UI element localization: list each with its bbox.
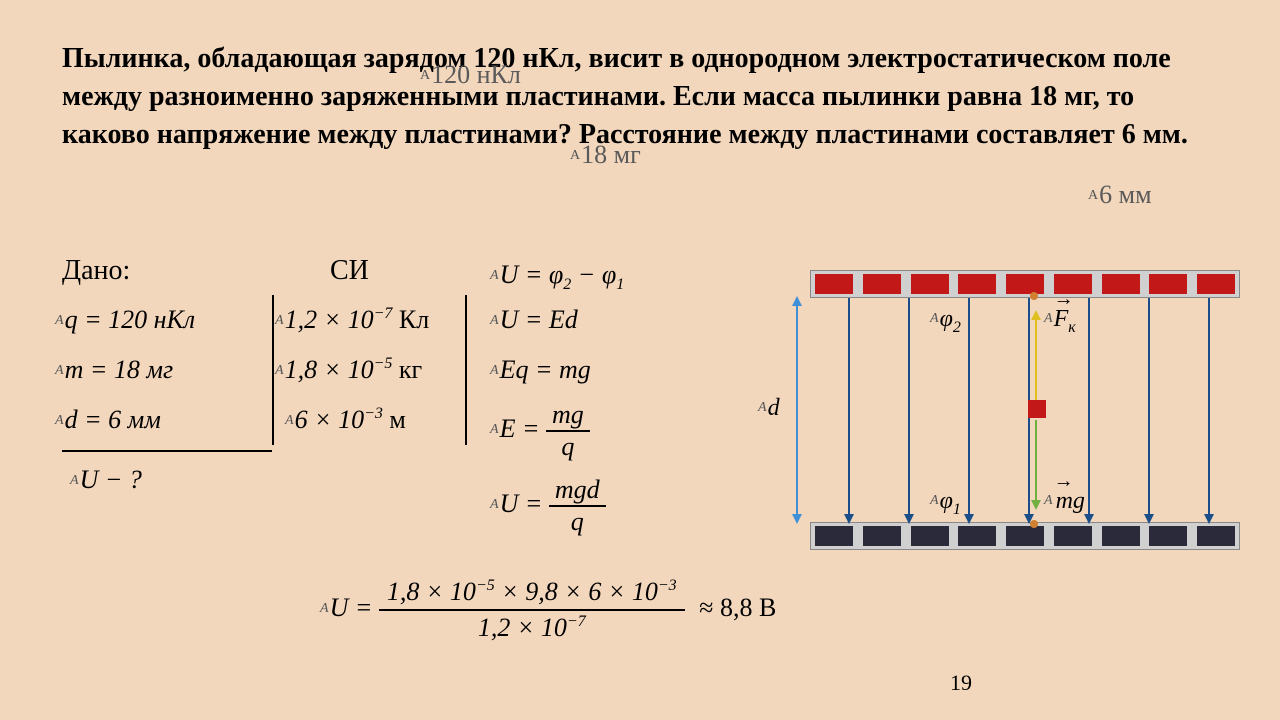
plate-cell <box>815 526 853 546</box>
label-Fk: АFк <box>1044 306 1076 333</box>
plate-cell <box>863 274 901 294</box>
header-si: СИ <box>330 255 369 287</box>
ghost-q: А120 нКл <box>420 60 521 90</box>
field-line <box>1208 298 1210 522</box>
dot-top <box>1030 292 1038 300</box>
given-U: АU − ? <box>70 465 142 495</box>
field-line <box>908 298 910 522</box>
si-m: А1,8 × 10−5 кг <box>275 355 422 385</box>
sol-3: АEq = mg <box>490 355 591 385</box>
label-phi1: Аφ1 <box>930 488 961 515</box>
plate-cell <box>1149 526 1187 546</box>
plate-cell <box>863 526 901 546</box>
force-mg-arrow <box>1035 420 1037 508</box>
divider-1 <box>272 295 274 445</box>
sol-5: АU = mgdq <box>490 475 606 537</box>
plate-cell <box>1102 274 1140 294</box>
field-line <box>848 298 850 522</box>
top-plate <box>810 270 1240 298</box>
plate-cell <box>958 274 996 294</box>
dot-bot <box>1030 520 1038 528</box>
label-mg: Аmg <box>1044 488 1085 515</box>
plate-cell <box>1006 274 1044 294</box>
capacitor-diagram: Аd Аφ2 Аφ1 АFк Аmg <box>790 270 1240 550</box>
plate-cell <box>911 274 949 294</box>
plate-cell <box>1197 526 1235 546</box>
given-q: Аq = 120 нКл <box>55 305 195 335</box>
plate-cell <box>1149 274 1187 294</box>
particle <box>1028 400 1046 418</box>
plate-cell <box>1102 526 1140 546</box>
si-q: А1,2 × 10−7 Кл <box>275 305 429 335</box>
force-Fk-arrow <box>1035 312 1037 402</box>
divider-2 <box>465 295 467 445</box>
plate-cell <box>815 274 853 294</box>
field-line <box>1088 298 1090 522</box>
dim-d-arrow <box>796 298 798 522</box>
field-line <box>968 298 970 522</box>
page-number: 19 <box>950 670 972 696</box>
header-dano: Дано: <box>62 255 130 287</box>
given-d: Аd = 6 мм <box>55 405 161 435</box>
plate-cell <box>911 526 949 546</box>
plate-cell <box>1197 274 1235 294</box>
label-phi2: Аφ2 <box>930 306 961 333</box>
sol-4: АE = mgq <box>490 400 590 462</box>
sol-1: АU = φ2 − φ1 <box>490 260 624 290</box>
label-d: Аd <box>758 395 780 422</box>
ghost-m: А18 мг <box>570 140 641 170</box>
bottom-plate <box>810 522 1240 550</box>
field-line <box>1148 298 1150 522</box>
ghost-d: А6 мм <box>1088 180 1152 210</box>
si-d: А6 × 10−3 м <box>285 405 406 435</box>
plate-cell <box>958 526 996 546</box>
given-m: Аm = 18 мг <box>55 355 173 385</box>
plate-cell <box>1006 526 1044 546</box>
final-calc: АU = 1,8 × 10−5 × 9,8 × 6 × 10−3 1,2 × 1… <box>320 575 776 645</box>
problem-text: Пылинка, обладающая зарядом 120 нКл, вис… <box>62 40 1212 154</box>
divider-h <box>62 450 272 452</box>
plate-cell <box>1054 526 1092 546</box>
sol-2: АU = Ed <box>490 305 578 335</box>
